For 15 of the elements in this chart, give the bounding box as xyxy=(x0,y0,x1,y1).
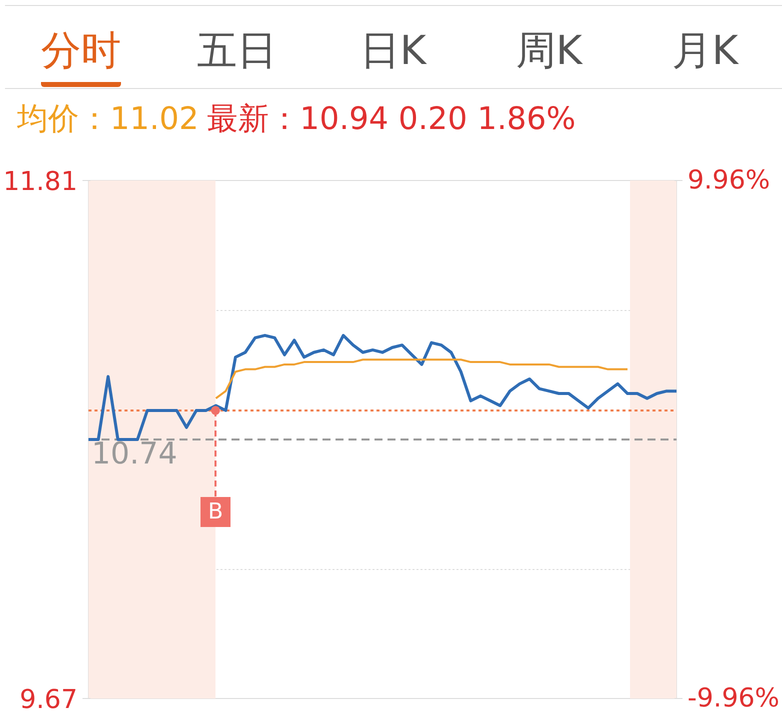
y2-tick-label: -9.96% xyxy=(688,684,780,713)
y2-tick-label: 9.96% xyxy=(688,166,770,196)
annotation: B xyxy=(208,500,224,525)
text: 最新：10.94 0.20 1.86% xyxy=(206,101,576,138)
text: 周K xyxy=(516,28,582,76)
line-series xyxy=(214,358,628,400)
text: 均价：11.02 xyxy=(17,101,199,138)
y-tick-label: 9.67 xyxy=(20,685,78,713)
ref-line-label: 10.74 xyxy=(91,436,178,472)
text: 分时 xyxy=(41,28,121,87)
text: 五日 xyxy=(197,28,277,76)
y-tick-label: 11.81 xyxy=(3,167,78,197)
line-series xyxy=(88,334,676,441)
text: 月K xyxy=(672,28,738,76)
text: 日K xyxy=(360,28,426,76)
